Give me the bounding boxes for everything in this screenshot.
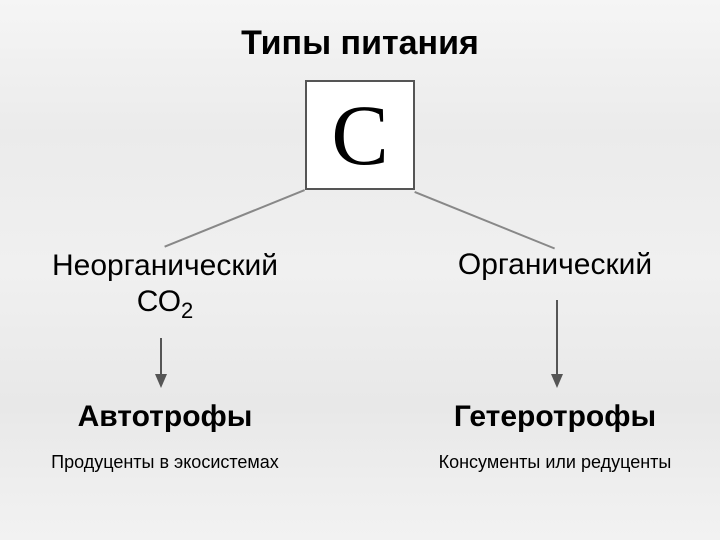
arrow-left [155, 338, 167, 388]
right-role-label: Консументы или редуценты [390, 452, 720, 473]
left-type-label: Автотрофы [0, 400, 330, 434]
arrow-left-head [155, 374, 167, 388]
connector-left [164, 189, 305, 247]
arrow-left-shaft [160, 338, 162, 374]
arrow-right-head [551, 374, 563, 388]
left-label-line2-prefix: СО [137, 285, 181, 318]
arrow-right [551, 300, 563, 388]
left-role-label: Продуценты в экосистемах [0, 452, 330, 473]
left-label-line2-sub: 2 [181, 298, 193, 323]
right-type-label: Гетеротрофы [390, 400, 720, 434]
diagram-title: Типы питания [0, 24, 720, 63]
right-category-label: Органический [390, 248, 720, 282]
left-label-line1: Неорганический [52, 249, 278, 282]
connector-right [414, 191, 555, 249]
arrow-right-shaft [556, 300, 558, 374]
carbon-box: С [305, 80, 415, 190]
carbon-symbol: С [331, 85, 388, 185]
left-category-label: Неорганический СО2 [0, 248, 330, 324]
